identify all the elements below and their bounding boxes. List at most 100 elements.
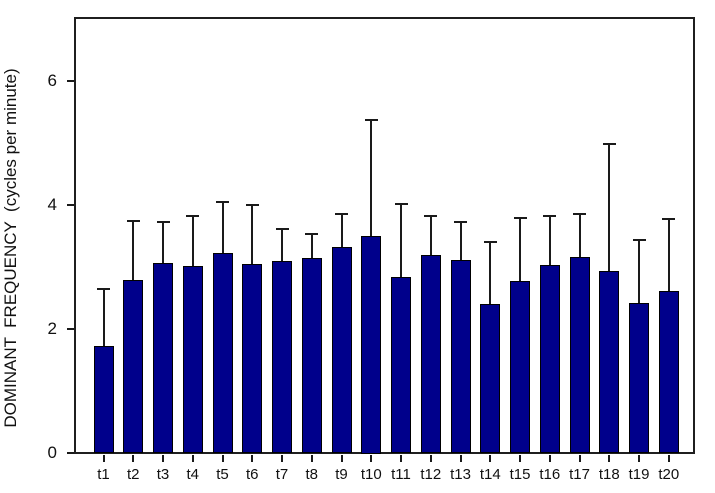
x-axis-tick-label: t3 <box>156 465 170 483</box>
y-axis-tick-label: 6 <box>47 71 57 90</box>
bar <box>420 254 441 454</box>
bar <box>331 247 352 454</box>
bar <box>182 265 203 454</box>
error-bar-cap <box>483 241 497 244</box>
error-bar-stem <box>162 221 164 269</box>
x-axis-tick-label: t20 <box>658 465 680 483</box>
x-axis-tick-label: t6 <box>245 465 259 483</box>
bar <box>361 235 382 454</box>
x-axis-tick-label: t4 <box>186 465 199 483</box>
x-axis-tick <box>519 454 521 462</box>
x-axis-tick-label: t9 <box>335 465 348 483</box>
error-bar-stem <box>400 203 402 284</box>
x-axis-tick <box>132 454 135 462</box>
error-bar-stem <box>519 217 521 288</box>
y-axis-tick-label: 2 <box>47 319 57 338</box>
x-axis-tick-label: t1 <box>97 465 110 483</box>
x-axis-tick-label: t15 <box>509 465 531 483</box>
bar <box>658 291 679 454</box>
x-axis-tick <box>400 454 402 462</box>
error-bar-stem <box>310 233 313 264</box>
error-bar-stem <box>340 213 343 254</box>
bar <box>569 256 590 454</box>
x-axis-tick-label: t12 <box>420 465 442 483</box>
error-bar-cap <box>97 287 110 290</box>
error-bar-cap <box>156 220 170 223</box>
error-bar-cap <box>275 228 289 231</box>
error-bar-cap <box>216 201 229 204</box>
x-axis-tick-label: t5 <box>216 465 229 483</box>
y-axis-tick <box>67 327 74 330</box>
bar <box>93 345 114 454</box>
error-bar-cap <box>186 215 200 218</box>
y-axis-tick-label: 4 <box>47 195 57 214</box>
x-axis-tick-label: t10 <box>360 465 382 483</box>
x-axis-tick <box>102 454 105 462</box>
error-bar-cap <box>305 232 319 235</box>
x-axis-tick-label: t18 <box>598 465 620 483</box>
x-axis-tick <box>578 454 581 462</box>
x-axis-tick-label: t7 <box>275 465 289 483</box>
x-axis-tick-label: t11 <box>391 465 411 483</box>
error-bar-stem <box>370 120 373 242</box>
bar <box>450 260 471 454</box>
error-bar-stem <box>638 239 640 310</box>
error-bar-cap <box>126 219 140 222</box>
x-axis-tick <box>162 454 164 462</box>
x-axis-tick-label: t16 <box>539 465 561 483</box>
bar <box>301 257 322 454</box>
error-bar-cap <box>662 217 676 220</box>
error-bar-stem <box>221 202 224 260</box>
error-bar-cap <box>424 215 438 218</box>
error-bar-stem <box>132 220 135 286</box>
y-axis-tick <box>67 79 74 82</box>
error-bar-stem <box>459 222 462 267</box>
error-bar-cap <box>632 238 646 241</box>
bar <box>629 303 649 454</box>
error-bar-cap <box>364 119 378 122</box>
error-bar-stem <box>429 216 432 261</box>
x-axis-tick-label: t2 <box>126 465 140 483</box>
x-axis-tick <box>340 454 343 462</box>
error-bar-cap <box>543 215 557 218</box>
x-axis-tick <box>281 454 283 462</box>
x-axis-tick-label: t19 <box>628 465 650 483</box>
x-axis-tick <box>608 454 611 462</box>
error-bar-stem <box>548 216 551 272</box>
bar <box>153 262 173 454</box>
error-bar-stem <box>102 288 105 352</box>
error-bar-stem <box>578 213 581 263</box>
bar <box>242 264 263 454</box>
x-axis-tick <box>459 454 462 462</box>
error-bar-cap <box>454 221 467 224</box>
bar <box>510 281 530 454</box>
bar <box>123 279 144 454</box>
y-axis-tick-label: 0 <box>47 443 57 462</box>
x-axis-tick <box>489 454 492 462</box>
y-axis-tick <box>67 451 74 454</box>
y-axis-tick <box>67 203 74 206</box>
error-bar-stem <box>281 229 283 267</box>
error-bar-cap <box>602 143 616 146</box>
error-bar-stem <box>251 204 254 271</box>
bar <box>272 260 292 454</box>
x-axis-tick <box>221 454 224 462</box>
error-bar-cap <box>335 212 348 215</box>
x-axis-tick <box>638 454 640 462</box>
error-bar-cap <box>573 212 586 215</box>
error-bar-cap <box>245 203 259 206</box>
x-axis-tick <box>667 454 670 462</box>
x-axis-tick <box>429 454 432 462</box>
x-axis-tick-label: t8 <box>305 465 318 483</box>
plot-area <box>74 17 695 454</box>
x-axis-tick <box>251 454 254 462</box>
y-axis-title: DOMINANT FREQUENCY (cycles per minute) <box>1 68 20 428</box>
bar <box>480 303 501 454</box>
bar <box>212 253 233 454</box>
error-bar-cap <box>513 216 527 219</box>
error-bar-stem <box>608 144 611 278</box>
x-axis-tick <box>191 454 194 462</box>
x-axis-tick-label: t13 <box>450 465 471 483</box>
error-bar-stem <box>489 242 492 310</box>
